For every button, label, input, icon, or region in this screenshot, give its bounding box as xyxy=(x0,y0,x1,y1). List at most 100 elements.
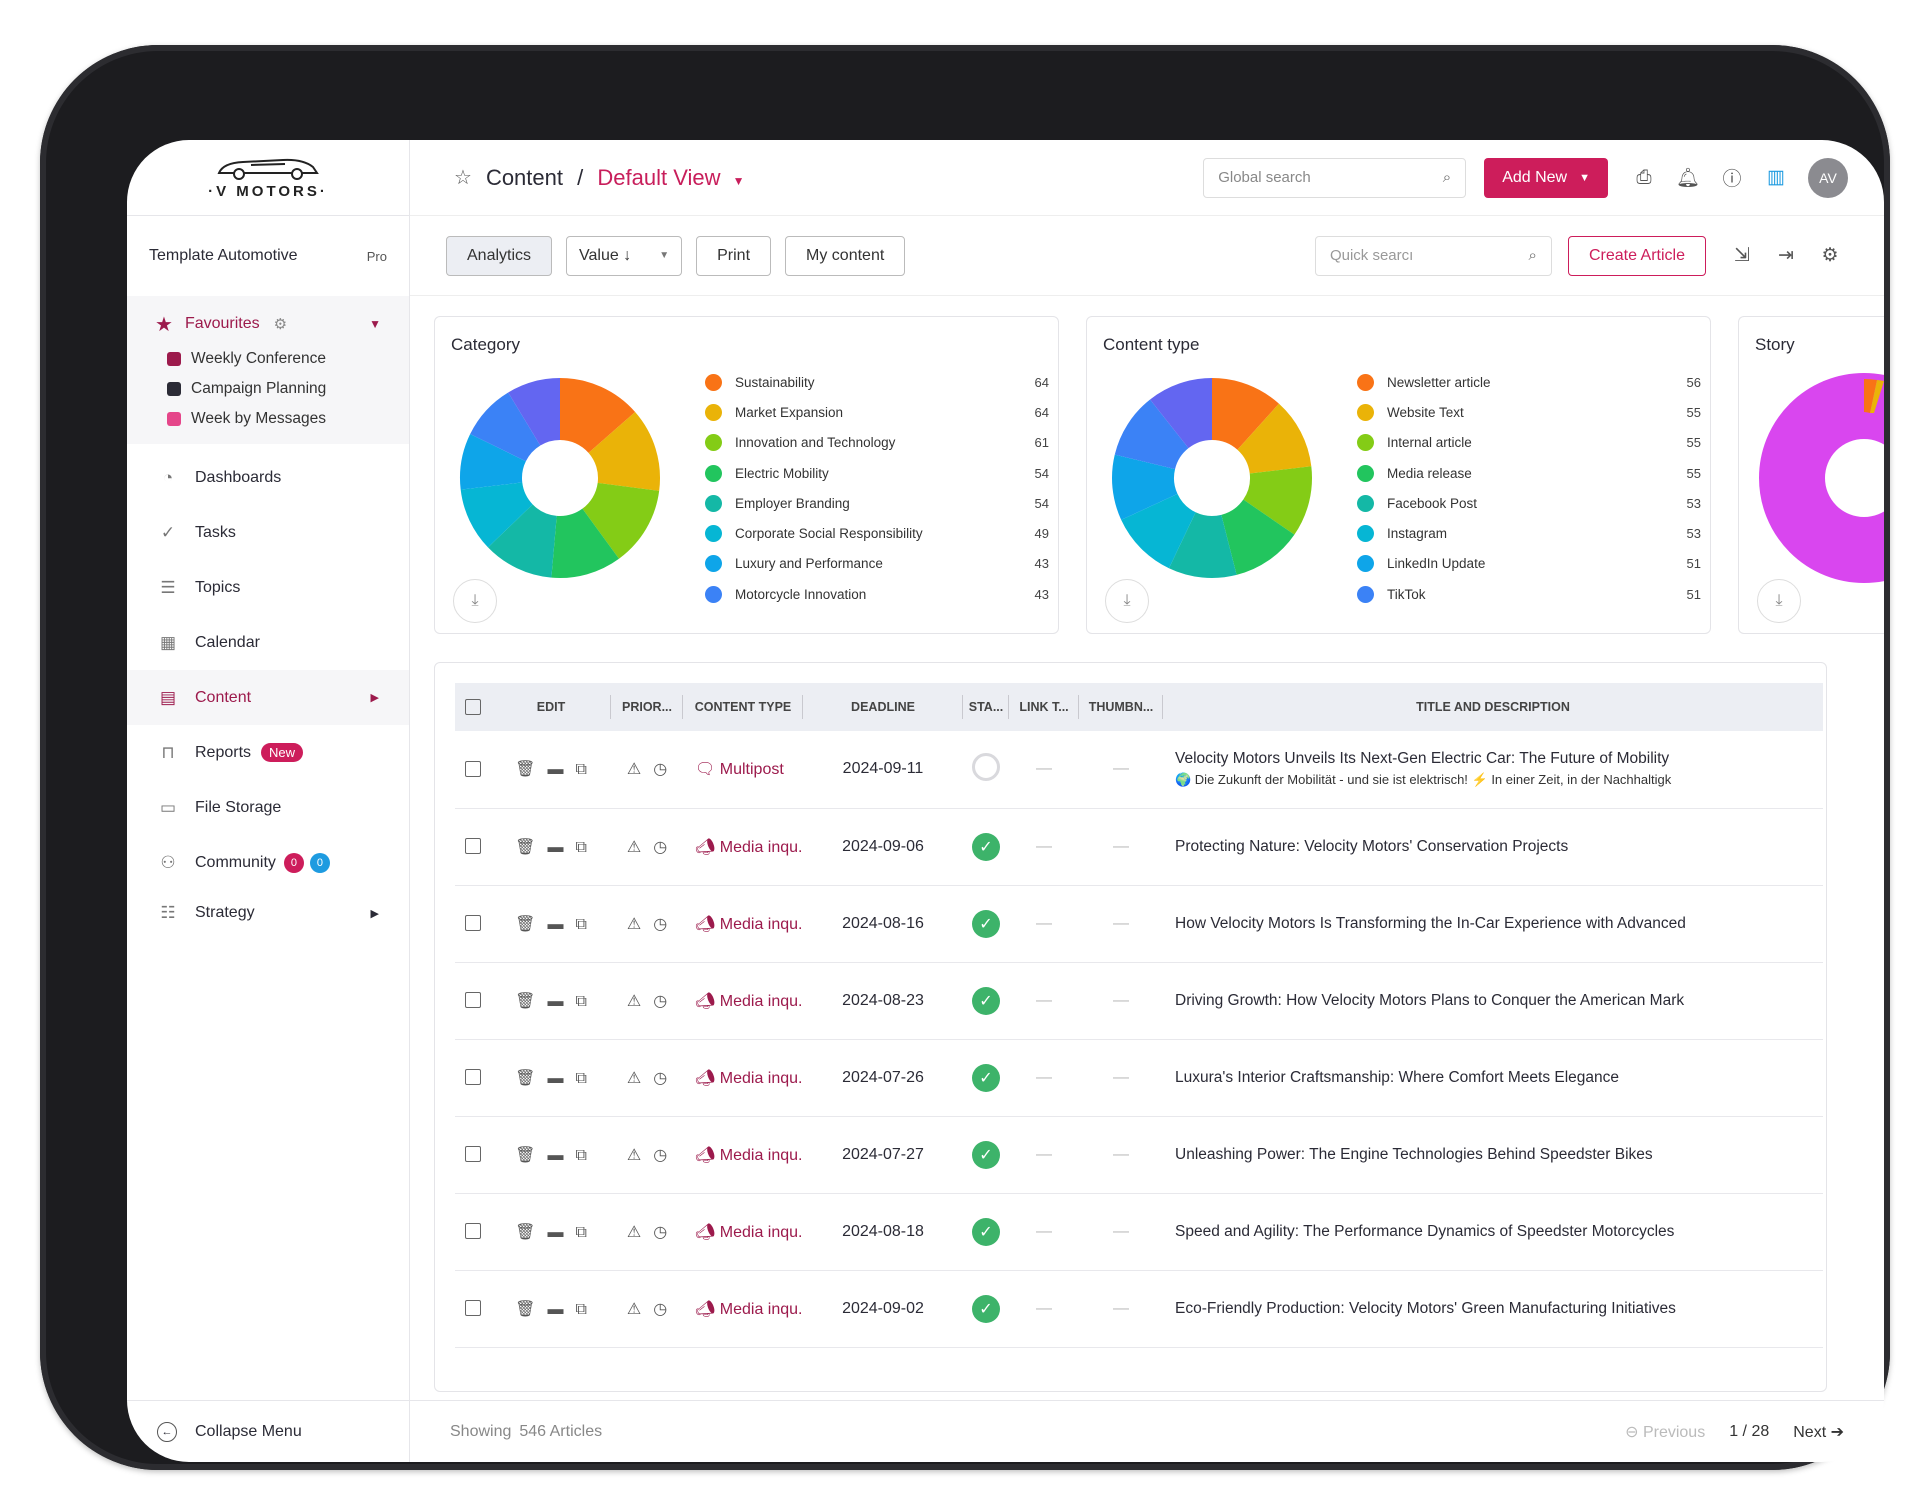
status-cell[interactable]: ✓ xyxy=(963,1193,1009,1271)
pie-slice[interactable] xyxy=(460,434,526,490)
pie-slice[interactable] xyxy=(588,412,660,491)
download-icon[interactable]: ⤓ xyxy=(1757,579,1801,623)
trash-icon[interactable]: 🗑︎ xyxy=(515,761,536,779)
clock-icon[interactable]: ◷ xyxy=(653,915,668,933)
clock-icon[interactable]: ◷ xyxy=(653,1146,668,1164)
table-row[interactable]: 🗑︎ ▬ ⧉ ⚠︎ ◷ 📣︎ Media inqu... 2024-09-06 ✓ —… xyxy=(455,808,1823,886)
chevron-down-icon[interactable]: ▼ xyxy=(732,173,745,188)
content-type-cell[interactable]: 📣︎ Media inqu... xyxy=(683,885,803,963)
warning-icon[interactable]: ⚠︎ xyxy=(626,1069,642,1087)
avatar[interactable]: AV xyxy=(1808,157,1848,198)
sidebar-item-content[interactable]: ▤ Content ▶ xyxy=(127,670,409,725)
analytics-button[interactable]: Analytics xyxy=(446,235,553,276)
sort-select[interactable]: Value ↓ ▼ xyxy=(566,235,683,276)
column-header[interactable]: LINK T... xyxy=(1009,683,1079,731)
table-row[interactable]: 🗑︎ ▬ ⧉ ⚠︎ ◷ 📣︎ Media inqu... 2024-07-26 ✓ —… xyxy=(455,1039,1823,1117)
warning-icon[interactable]: ⚠︎ xyxy=(626,1300,642,1318)
legend-item[interactable]: Newsletter article 56 xyxy=(1357,367,1701,397)
sidebar-item-dashboards[interactable]: ◔ Dashboards xyxy=(127,450,409,505)
gear-icon[interactable]: ⚙ xyxy=(273,316,288,333)
table-row[interactable]: 🗑︎ ▬ ⧉ ⚠︎ ◷ 📣︎ Media inqu... 2024-07-27 ✓ —… xyxy=(455,1116,1823,1194)
clock-icon[interactable]: ◷ xyxy=(653,838,668,856)
row-checkbox[interactable] xyxy=(455,731,491,809)
table-row[interactable]: 🗑︎ ▬ ⧉ ⚠︎ ◷ 📣︎ Media inqu... 2024-08-18 ✓ —… xyxy=(455,1193,1823,1271)
status-cell[interactable]: ✓ xyxy=(963,1039,1009,1117)
legend-item[interactable]: Innovation and Technology 61 xyxy=(705,428,1049,458)
sidebar-item-calendar[interactable]: ▦ Calendar xyxy=(127,615,409,670)
trash-icon[interactable]: 🗑︎ xyxy=(515,1146,536,1164)
warning-icon[interactable]: ⚠︎ xyxy=(626,992,642,1010)
my-content-button[interactable]: My content xyxy=(785,235,906,276)
column-header[interactable]: PRIOR... xyxy=(611,683,683,731)
category-donut-chart[interactable] xyxy=(455,373,665,583)
trash-icon[interactable]: 🗑︎ xyxy=(515,1069,536,1087)
column-header[interactable]: CONTENT TYPE xyxy=(683,683,803,731)
status-cell[interactable]: ✓ xyxy=(963,808,1009,886)
pie-slice[interactable] xyxy=(1212,378,1279,450)
warning-icon[interactable]: ⚠︎ xyxy=(626,838,642,856)
breadcrumb-section[interactable]: Content xyxy=(485,164,563,190)
legend-item[interactable]: LinkedIn Update 51 xyxy=(1357,549,1701,579)
copy-icon[interactable]: ⧉ xyxy=(575,915,587,933)
content-type-cell[interactable]: 📣︎ Media inqu... xyxy=(683,1116,803,1194)
legend-item[interactable]: Motorcycle Innovation 43 xyxy=(705,579,1049,607)
status-cell[interactable]: ✓ xyxy=(963,1116,1009,1194)
export-icon[interactable]: ⇥ xyxy=(1778,245,1794,266)
pie-slice[interactable] xyxy=(582,482,660,559)
favourites-header[interactable]: ★ Favourites ⚙ ▼ xyxy=(127,304,409,344)
warning-icon[interactable]: ⚠︎ xyxy=(626,1146,642,1164)
row-checkbox[interactable] xyxy=(455,1039,491,1117)
warning-icon[interactable]: ⚠︎ xyxy=(626,1223,642,1241)
row-checkbox[interactable] xyxy=(455,885,491,963)
gift-icon[interactable]: ⎙ xyxy=(1636,166,1652,188)
pie-slice[interactable] xyxy=(470,392,541,462)
content-type-donut-chart[interactable] xyxy=(1107,373,1317,583)
row-checkbox[interactable] xyxy=(455,1270,491,1348)
trash-icon[interactable]: 🗑︎ xyxy=(515,838,536,856)
legend-item[interactable]: Website Text 55 xyxy=(1357,397,1701,427)
download-icon[interactable]: ⤓ xyxy=(1105,579,1149,623)
status-cell[interactable]: ✓ xyxy=(963,885,1009,963)
global-search-input[interactable]: Global search ⌕ xyxy=(1203,157,1467,198)
clock-icon[interactable]: ◷ xyxy=(653,1300,668,1318)
pie-slice[interactable] xyxy=(1114,399,1189,470)
legend-item[interactable]: Internal article 55 xyxy=(1357,428,1701,458)
column-header[interactable]: TITLE AND DESCRIPTION xyxy=(1163,683,1823,731)
workspace-switcher[interactable]: Template Automotive Pro xyxy=(127,216,409,296)
column-header[interactable]: EDIT xyxy=(491,683,611,731)
row-checkbox[interactable] xyxy=(455,808,491,886)
collapse-menu-button[interactable]: ← Collapse Menu xyxy=(127,1400,410,1462)
window-icon[interactable]: ▬ xyxy=(547,1223,564,1241)
title-cell[interactable]: Luxura's Interior Craftsmanship: Where C… xyxy=(1163,1039,1823,1117)
window-icon[interactable]: ▬ xyxy=(547,1146,564,1164)
sidebar-item-file-storage[interactable]: ▭ File Storage xyxy=(127,780,409,835)
content-type-cell[interactable]: 📣︎ Media inqu... xyxy=(683,1270,803,1348)
title-cell[interactable]: Eco-Friendly Production: Velocity Motors… xyxy=(1163,1270,1823,1348)
favourite-item[interactable]: Week by Messages xyxy=(127,404,409,434)
download-icon[interactable]: ⤓ xyxy=(453,579,497,623)
trash-icon[interactable]: 🗑︎ xyxy=(515,992,536,1010)
bell-icon[interactable]: 🔔︎ xyxy=(1675,167,1701,189)
pie-slice[interactable] xyxy=(1168,512,1237,578)
row-checkbox[interactable] xyxy=(455,962,491,1040)
content-type-cell[interactable]: 📣︎ Media inqu... xyxy=(683,808,803,886)
pie-slice[interactable] xyxy=(560,378,636,453)
window-icon[interactable]: ▬ xyxy=(547,1300,564,1318)
sidebar-item-topics[interactable]: ☰ Topics xyxy=(127,560,409,615)
title-cell[interactable]: Unleashing Power: The Engine Technologie… xyxy=(1163,1116,1823,1194)
copy-icon[interactable]: ⧉ xyxy=(575,838,587,856)
row-checkbox[interactable] xyxy=(455,1193,491,1271)
pie-slice[interactable] xyxy=(551,508,619,578)
column-header[interactable]: DEADLINE xyxy=(803,683,963,731)
pie-slice[interactable] xyxy=(1237,403,1312,474)
title-cell[interactable]: How Velocity Motors Is Transforming the … xyxy=(1163,885,1823,963)
import-icon[interactable]: ⇲ xyxy=(1734,245,1750,266)
select-all-checkbox[interactable] xyxy=(455,683,491,731)
sidebar-item-tasks[interactable]: ✓ Tasks xyxy=(127,505,409,560)
clock-icon[interactable]: ◷ xyxy=(653,1069,668,1087)
legend-item[interactable]: TikTok 51 xyxy=(1357,579,1701,607)
content-type-cell[interactable]: 📣︎ Media inqu... xyxy=(683,1193,803,1271)
copy-icon[interactable]: ⧉ xyxy=(575,1223,587,1241)
pie-slice[interactable] xyxy=(1112,454,1178,520)
title-cell[interactable]: Protecting Nature: Velocity Motors' Cons… xyxy=(1163,808,1823,886)
